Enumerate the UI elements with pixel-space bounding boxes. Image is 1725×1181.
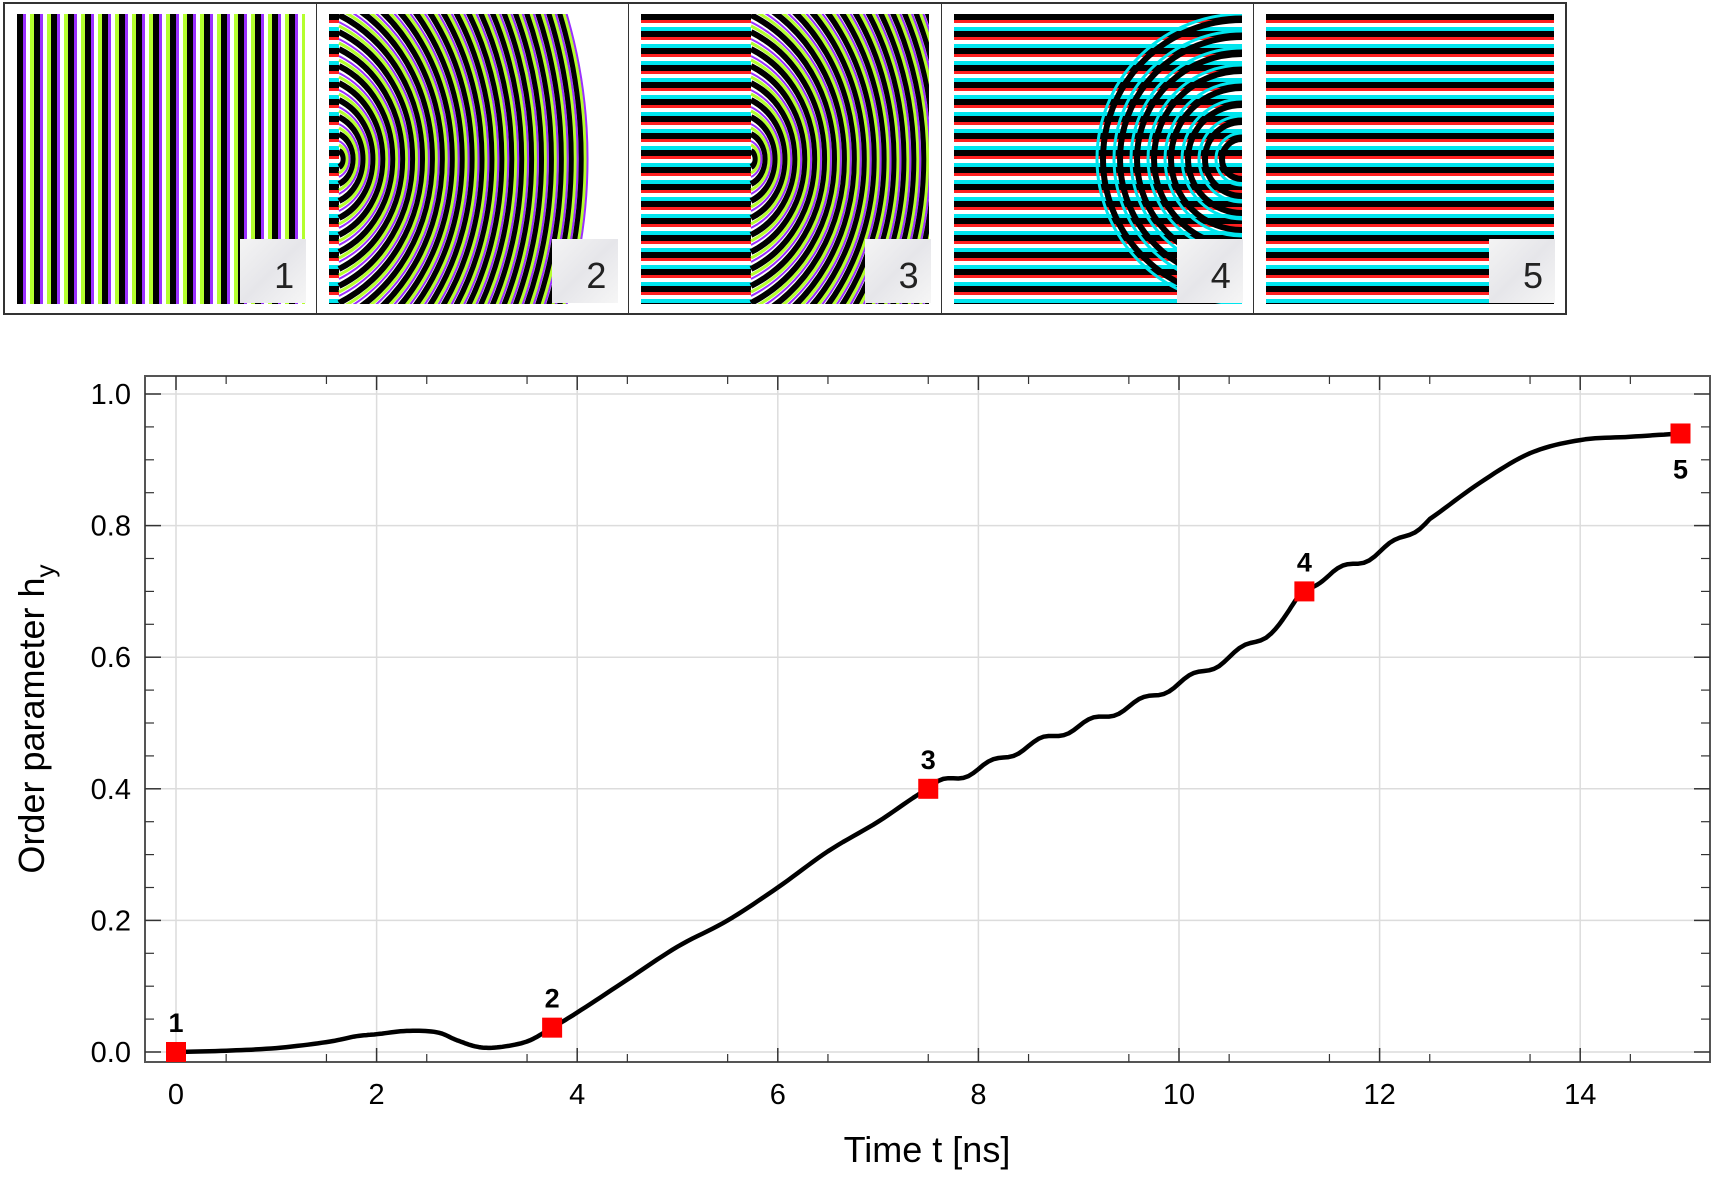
snapshot-panel-3: 3 xyxy=(629,4,942,313)
x-tick-label: 4 xyxy=(569,1079,585,1111)
marker-label: 2 xyxy=(545,984,560,1014)
label-backdrop xyxy=(1489,239,1556,303)
y-tick-label: 0.8 xyxy=(91,511,131,543)
data-markers: 1 2 3 4 5 xyxy=(166,423,1691,1062)
x-tick-label: 0 xyxy=(168,1079,184,1111)
marker-square xyxy=(1294,581,1315,602)
y-tick-label: 0.4 xyxy=(91,774,131,806)
stripe-pattern-image xyxy=(329,14,618,304)
label-backdrop xyxy=(1176,239,1243,303)
x-axis-title: Time t [ns] xyxy=(844,1129,1011,1170)
x-tick-label: 12 xyxy=(1363,1079,1395,1111)
x-tick-label: 6 xyxy=(770,1079,786,1111)
panel-label: 4 xyxy=(1210,255,1231,296)
marker-label: 4 xyxy=(1297,547,1312,577)
plot-frame xyxy=(144,375,1711,1063)
x-tick-label: 2 xyxy=(369,1079,385,1111)
snapshot-panel-1: 1 xyxy=(5,4,318,313)
marker-label: 1 xyxy=(168,1008,183,1038)
tick-labels: 0 2 4 6 8 10 12 140.00.20.40.60.81.0 xyxy=(91,379,1597,1111)
marker-square xyxy=(1670,423,1691,444)
label-backdrop xyxy=(864,239,931,303)
stripe-pattern-image xyxy=(1265,14,1554,304)
y-tick-label: 1.0 xyxy=(91,379,131,411)
marker-label: 3 xyxy=(921,745,936,775)
marker-label: 5 xyxy=(1673,454,1688,484)
x-tick-label: 10 xyxy=(1163,1079,1195,1111)
y-tick-label: 0.0 xyxy=(91,1037,131,1069)
grid-lines xyxy=(145,376,1710,1062)
y-tick-label: 0.2 xyxy=(91,905,131,937)
label-backdrop xyxy=(552,239,619,303)
y-tick-label: 0.6 xyxy=(91,642,131,674)
panel-label: 3 xyxy=(898,255,919,296)
stripe-pattern-image xyxy=(17,14,305,304)
marker-square xyxy=(542,1017,563,1038)
y-axis-title: Order parameter hy xyxy=(11,564,60,873)
axis-ticks xyxy=(145,376,1710,1062)
x-tick-label: 8 xyxy=(970,1079,986,1111)
snapshot-panel-2: 2 xyxy=(317,4,630,313)
panel-label: 2 xyxy=(586,255,607,296)
panel-label: 1 xyxy=(274,255,295,296)
panel-label: 5 xyxy=(1522,255,1544,296)
snapshot-panels: 1 2 3 4 5 xyxy=(3,2,1567,315)
label-backdrop xyxy=(240,239,307,303)
marker-square xyxy=(166,1042,186,1062)
data-line xyxy=(173,431,1683,1055)
x-tick-label: 14 xyxy=(1564,1079,1596,1111)
snapshot-panel-5: 5 xyxy=(1254,4,1565,313)
marker-square xyxy=(918,778,939,799)
snapshot-panel-4: 4 xyxy=(942,4,1254,313)
